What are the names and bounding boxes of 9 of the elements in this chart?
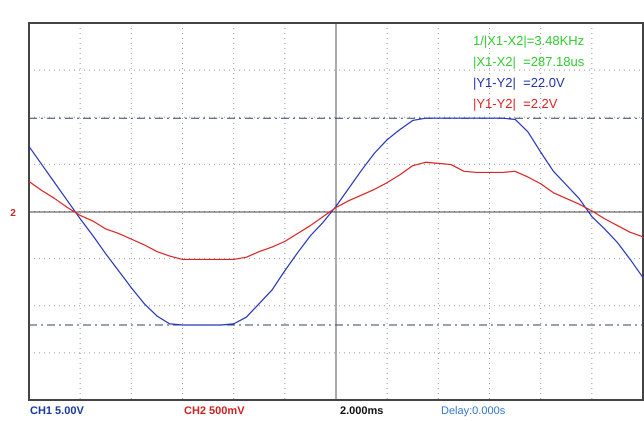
text: 1/|X1-X2|=3.48KHz	[473, 33, 584, 48]
text: 2	[10, 208, 16, 219]
text: CH2 500mV	[184, 405, 246, 417]
text: |Y1-Y2| =22.0V	[473, 75, 565, 90]
text: 2.000ms	[340, 405, 384, 417]
text: |X1-X2| =287.18us	[473, 54, 585, 69]
text: |Y1-Y2| =2.2V	[473, 96, 558, 111]
text: CH1 5.00V	[30, 405, 84, 417]
text: Delay:0.000s	[441, 405, 506, 417]
